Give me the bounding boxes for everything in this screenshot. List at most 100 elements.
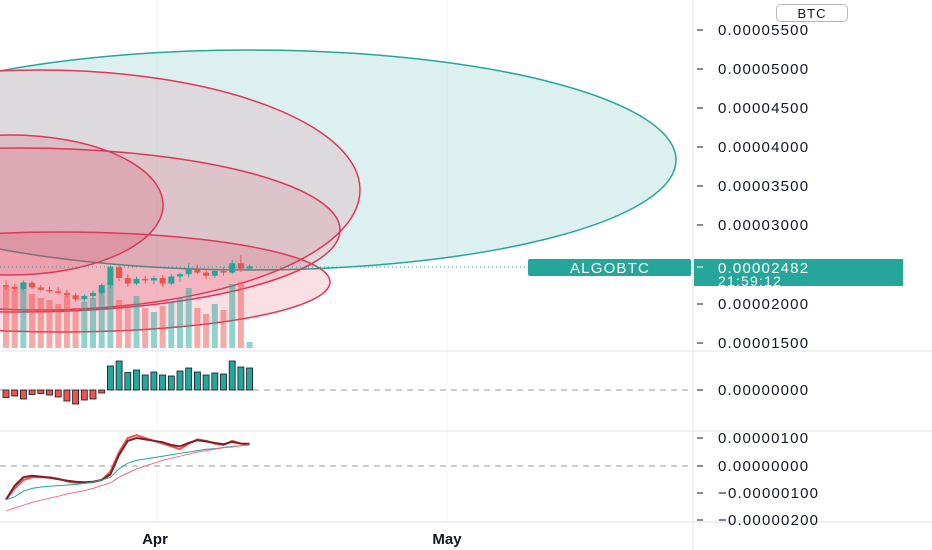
candle-body <box>150 278 157 281</box>
candle-body <box>3 285 9 287</box>
tick-label: 0.00001500 <box>718 335 809 352</box>
histogram-bar <box>167 375 175 391</box>
oscillator-line <box>5 436 250 501</box>
currency-button[interactable]: BTC <box>776 4 848 22</box>
candle-body <box>46 289 53 292</box>
candle-body <box>90 292 96 297</box>
candle-body <box>37 287 44 290</box>
volume-bar <box>185 288 192 348</box>
svg-text:0.00002482: 0.00002482 <box>718 260 809 277</box>
candle-body <box>185 269 192 275</box>
candle-body <box>203 272 210 276</box>
volume-bar <box>211 304 218 348</box>
candle-body <box>177 274 183 277</box>
volume-bar <box>46 300 53 348</box>
candle-body <box>168 276 175 284</box>
volume-bar <box>194 308 201 348</box>
histogram-bar <box>211 372 219 391</box>
histogram-bar <box>150 371 158 391</box>
tick-label: 0.00000100 <box>718 430 809 447</box>
histogram-bar <box>193 371 201 391</box>
ellipse-red-inner <box>0 134 164 276</box>
histogram-bar <box>185 367 193 391</box>
tick-label: 0.00000000 <box>718 382 809 399</box>
candle-body <box>20 282 27 290</box>
candle-body <box>63 292 70 296</box>
candle-body <box>220 271 227 273</box>
volume-bar <box>63 296 70 348</box>
volume-bar <box>220 310 227 348</box>
histogram-bar <box>2 389 10 398</box>
grid-lines <box>156 0 448 522</box>
volume-bar <box>72 308 79 348</box>
candle-body <box>142 278 149 281</box>
histogram-bar <box>246 367 254 391</box>
histogram-bar <box>54 389 62 398</box>
time-label-may: May <box>432 531 462 548</box>
histogram-bar <box>46 389 53 396</box>
histogram-bar <box>159 374 167 391</box>
svg-text:21:59:12: 21:59:12 <box>718 273 782 289</box>
volume-bar <box>133 296 140 348</box>
tick-label: 0.00002000 <box>718 296 809 313</box>
volume-bar <box>107 278 114 348</box>
histogram-bar <box>19 389 27 400</box>
candle-body <box>133 278 140 284</box>
volume-bar <box>150 312 157 348</box>
time-axis[interactable]: Apr May <box>142 531 462 548</box>
oscillator-lines <box>5 434 250 512</box>
histogram-bar <box>237 366 245 391</box>
histogram-bar <box>80 389 88 401</box>
tick-label: 0.00005500 <box>718 22 809 39</box>
histogram-bar <box>72 389 79 405</box>
tick-label: 0.00004000 <box>718 139 809 156</box>
candle-body <box>11 286 18 290</box>
candle-body <box>246 266 253 269</box>
tick-label: 0.00004500 <box>718 100 809 117</box>
oscillator-line <box>5 434 250 501</box>
oscillator-line <box>5 444 250 501</box>
candle-body <box>81 296 88 300</box>
histogram-bar <box>89 389 97 400</box>
tick-label: 0.00003000 <box>718 217 809 234</box>
histogram-bar <box>28 389 36 395</box>
candle-body <box>55 291 62 293</box>
histogram-bar <box>141 374 149 391</box>
volume-bars <box>3 278 253 348</box>
volume-bar <box>159 306 166 348</box>
volume-bar <box>11 290 18 348</box>
histogram-bar <box>228 360 236 391</box>
svg-text:ALGOBTC: ALGOBTC <box>570 260 650 277</box>
histogram-bar <box>63 389 71 402</box>
symbol-label: ALGOBTC <box>528 259 691 277</box>
volume-bar <box>90 298 96 348</box>
candle-body <box>107 267 114 286</box>
histogram-bar <box>37 389 45 394</box>
volume-bar <box>203 314 210 348</box>
price-axis[interactable]: 0.00005500 0.00005000 0.00004500 0.00004… <box>697 22 819 529</box>
volume-bar <box>124 304 131 348</box>
volume-bar <box>20 282 27 348</box>
candle-body <box>29 282 36 288</box>
ellipse-red-middle <box>0 147 341 313</box>
histogram-bar <box>107 365 114 391</box>
histogram-bar <box>133 369 140 391</box>
candle-body <box>159 278 166 284</box>
histogram-bar <box>124 372 132 391</box>
volume-bar <box>229 284 236 348</box>
histogram-bar <box>115 360 123 391</box>
candle-body <box>229 263 236 273</box>
volume-bar <box>246 342 253 348</box>
volume-bar <box>177 298 183 348</box>
histogram-bar <box>176 370 184 391</box>
histogram-bar <box>202 374 210 391</box>
volume-bar <box>237 282 244 348</box>
volume-bar <box>98 290 105 348</box>
volume-bar <box>29 294 36 348</box>
histogram-bars <box>2 360 254 405</box>
histogram-bar <box>98 389 106 394</box>
candle-body <box>98 285 105 293</box>
last-price-badge: 0.00002482 21:59:12 <box>694 259 903 289</box>
tick-label: −0.00000100 <box>718 485 819 502</box>
